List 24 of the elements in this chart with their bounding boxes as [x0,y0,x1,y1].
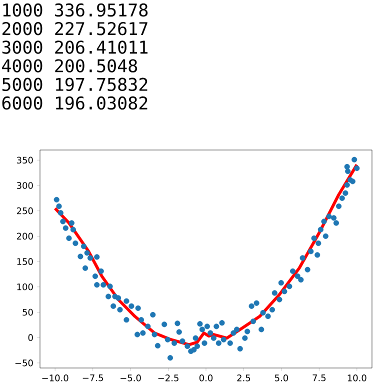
text: 1000 336.95178 [3,3,148,17]
x-tick-label: −2.5 [158,374,178,382]
x-tick-label: 2.5 [237,374,250,382]
y-tick-label: 50 [22,308,33,316]
y-tick-label: 250 [16,207,33,214]
y-tick-label: 150 [17,258,33,265]
x-tick-label: 0.0 [199,374,213,382]
x-tick-label: −7.5 [82,374,103,382]
text: 4000 200.5048 [2,59,138,72]
y-tick-label: 100 [17,283,33,290]
y-tick-label: 200 [16,232,33,240]
x-tick-label: −10.0 [42,374,68,382]
y-tick-label: 0 [28,334,33,341]
x-tick-label: 5.0 [274,374,288,382]
x-tick-label: −5.0 [120,374,141,382]
y-tick-label: 350 [16,156,33,164]
text: 6000 196.03082 [2,96,148,110]
y-tick-label: −50 [15,360,33,366]
text: 3000 206.41011 [2,40,148,54]
text: 5000 197.75832 [2,78,148,92]
text: 2000 227.52617 [2,22,148,36]
x-tick-label: 7.5 [312,374,326,382]
x-tick-label: 10.0 [348,374,366,382]
y-tick-label: 300 [16,182,33,189]
